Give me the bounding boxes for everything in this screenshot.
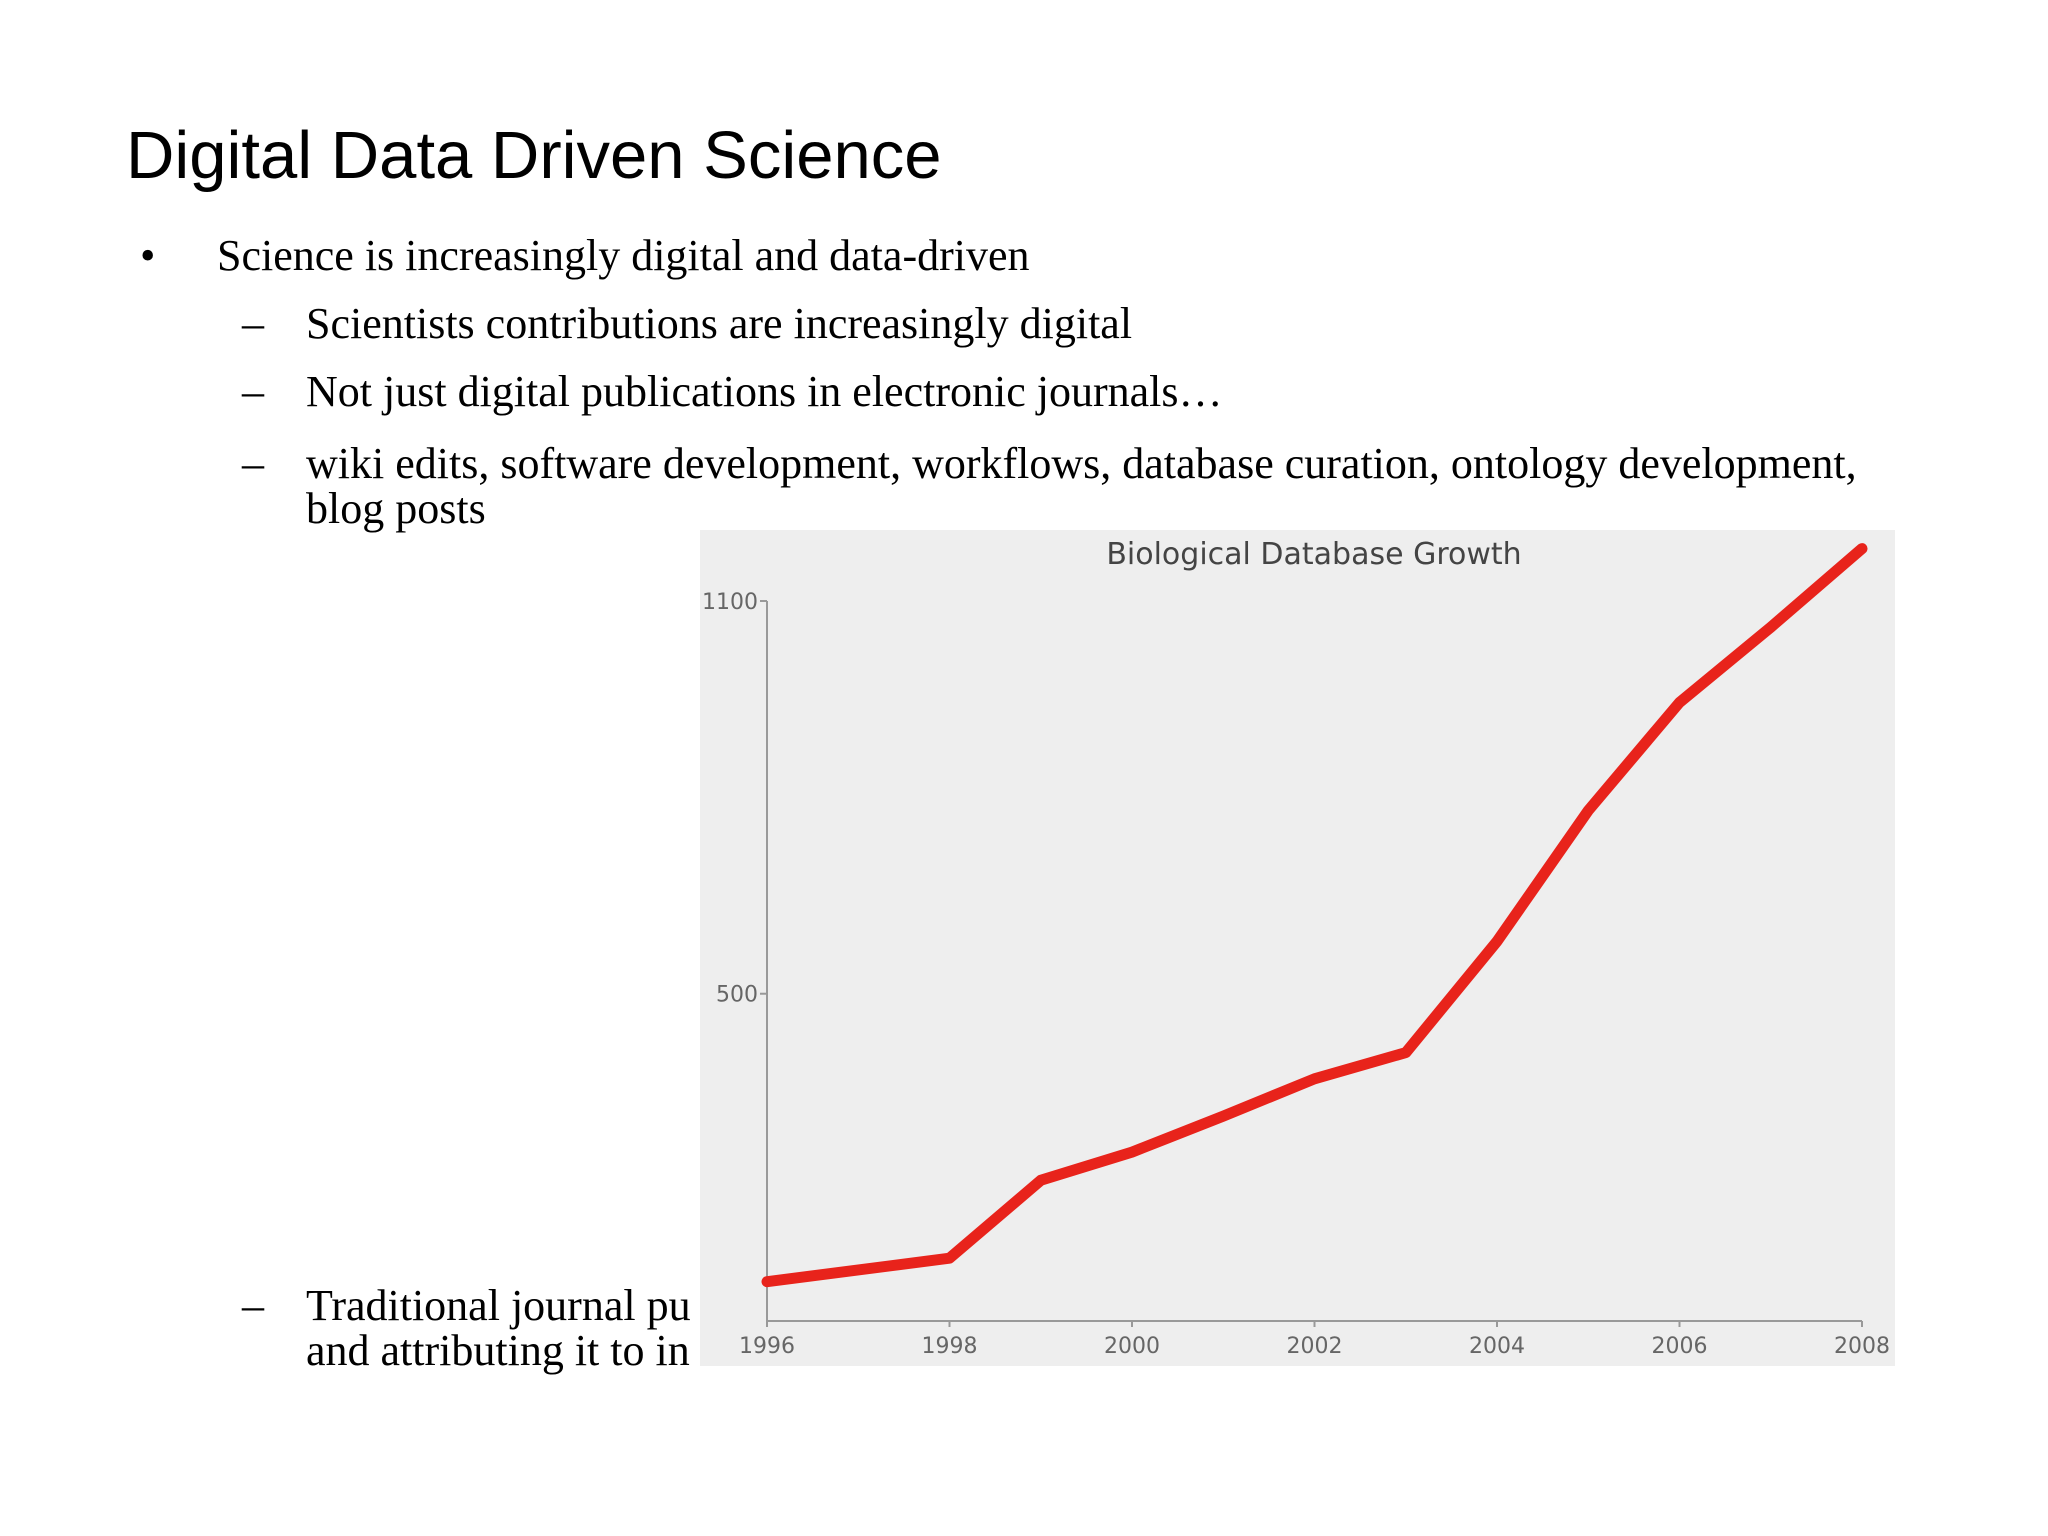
chart-svg: Biological Database Growth 1100 500 1996 19… xyxy=(702,537,1890,1359)
dash-marker: – xyxy=(242,299,264,348)
sub-bullet-4-line2: and attributing it to in xyxy=(306,1326,690,1375)
x-tick-label: 2006 xyxy=(1652,1334,1708,1359)
dash-marker: – xyxy=(242,1281,264,1330)
x-tick-label: 2002 xyxy=(1287,1334,1343,1359)
chart-axes: 1100 500 1996 1998 2000 2002 2004 2006 2008 xyxy=(702,590,1890,1359)
dash-marker: – xyxy=(242,367,264,416)
x-tick-label: 2004 xyxy=(1469,1334,1525,1359)
sub-bullet-4-line1: Traditional journal pu xyxy=(306,1281,691,1330)
sub-bullet-1: Scientists contributions are increasingl… xyxy=(306,299,1133,348)
slide-title: Digital Data Driven Science xyxy=(126,118,942,193)
sub-bullet-3-line1: wiki edits, software development, workfl… xyxy=(306,439,1857,488)
database-growth-chart: Biological Database Growth 1100 500 1996 19… xyxy=(700,530,1895,1366)
x-tick-label: 2000 xyxy=(1104,1334,1160,1359)
chart-plot xyxy=(761,543,1868,1288)
series-line xyxy=(761,543,1868,1288)
bullet-main: Science is increasingly digital and data… xyxy=(217,231,1030,280)
x-tick-label: 1996 xyxy=(739,1334,795,1359)
x-tick-label: 2008 xyxy=(1834,1334,1890,1359)
chart-title: Biological Database Growth xyxy=(1106,537,1521,572)
y-tick-label: 500 xyxy=(716,983,758,1008)
sub-bullet-3-line2: blog posts xyxy=(306,484,486,533)
y-tick-label: 1100 xyxy=(702,590,758,615)
x-tick-label: 1998 xyxy=(922,1334,978,1359)
bullet-marker: • xyxy=(140,231,156,280)
dash-marker: – xyxy=(242,439,264,488)
sub-bullet-2: Not just digital publications in electro… xyxy=(306,367,1223,416)
